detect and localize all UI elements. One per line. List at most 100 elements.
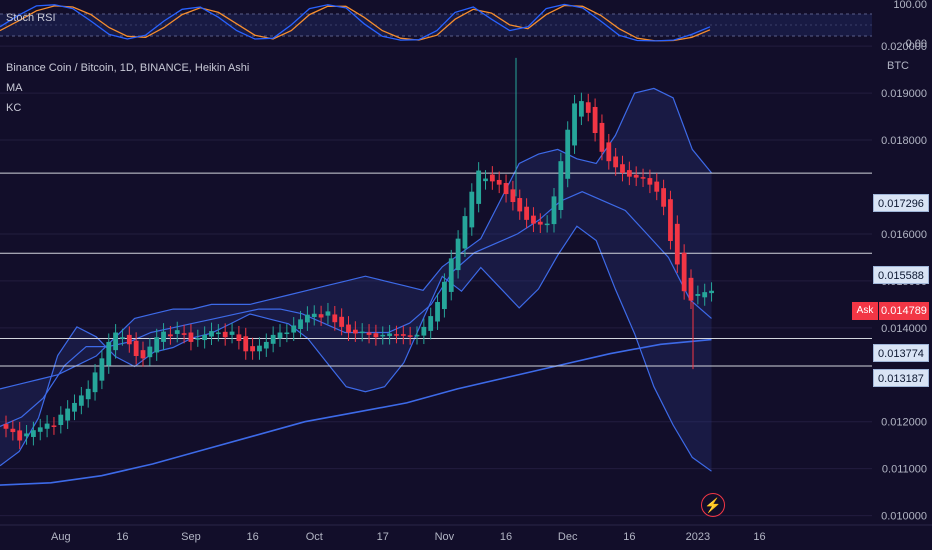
candle (709, 282, 714, 302)
candle (407, 326, 413, 345)
candle-body (585, 102, 591, 113)
candle-body (51, 425, 57, 427)
candle (674, 215, 680, 273)
level-tag-0013187[interactable]: 0.013187 (873, 369, 929, 387)
candle (503, 174, 509, 203)
candle (120, 328, 125, 346)
candle (113, 324, 118, 359)
candle-body (674, 223, 680, 265)
candle (311, 305, 317, 326)
candle (428, 307, 434, 340)
candle-body (647, 178, 653, 185)
candle (58, 406, 64, 434)
price-tick-label: 0.012000 (881, 417, 927, 429)
candle (305, 306, 310, 331)
candle-body (250, 346, 255, 352)
time-tick-label: 16 (753, 531, 765, 543)
candle-body (558, 161, 564, 211)
candle-body (222, 331, 228, 338)
candle-body (311, 313, 317, 318)
candle-body (565, 129, 571, 179)
candle (613, 148, 619, 176)
symbol-title[interactable]: Binance Coin / Bitcoin, 1D, BINANCE, Hei… (6, 62, 250, 74)
candle-body (421, 326, 427, 336)
candle-body (544, 223, 550, 226)
price-tick-label: 0.018000 (881, 135, 927, 147)
candle (188, 324, 194, 351)
candle (462, 207, 468, 257)
flash-logo-icon[interactable]: ⚡ (701, 493, 725, 517)
candle (202, 326, 208, 349)
candle-body (359, 331, 365, 334)
candle-body (147, 346, 153, 358)
candle (161, 323, 166, 351)
time-tick-label: 16 (500, 531, 512, 543)
level-tag-0017296[interactable]: 0.017296 (873, 194, 929, 212)
candle (3, 415, 9, 438)
candle (435, 293, 440, 330)
stoch-k-line (0, 3, 711, 42)
candle (510, 180, 516, 211)
candle (284, 324, 290, 343)
ma-indicator-label[interactable]: MA (6, 82, 23, 94)
stoch-tick-100: 100.00 (893, 0, 927, 11)
candle-body (688, 277, 694, 301)
candle (387, 325, 392, 345)
candle-body (113, 332, 118, 351)
price-tick-label: 0.016000 (881, 229, 927, 241)
candle (366, 324, 372, 344)
keltner-fill (0, 88, 712, 472)
candle (339, 308, 345, 336)
level-tag-0013774[interactable]: 0.013774 (873, 344, 929, 362)
candle-body (476, 170, 482, 204)
time-axis-bg (0, 525, 932, 550)
candle-body (599, 122, 605, 152)
candle (489, 166, 495, 190)
candle (31, 421, 36, 446)
level-tag-0015588[interactable]: 0.015588 (873, 266, 929, 284)
candle (72, 394, 77, 421)
candle (455, 230, 461, 279)
candle-body (469, 191, 475, 228)
candle (476, 162, 482, 213)
stoch-tick-0: 0.00 (906, 38, 927, 50)
price-tick-label: 0.014000 (881, 323, 927, 335)
candle (277, 324, 283, 347)
stoch-rsi-label[interactable]: Stoch RSI (6, 12, 56, 24)
candle-body (455, 238, 461, 271)
candle-body (3, 424, 9, 429)
candle-body (352, 329, 358, 334)
candle (531, 207, 536, 233)
candle (92, 363, 98, 401)
candle-body (592, 106, 598, 134)
candle-body (400, 334, 406, 336)
candle-body (174, 330, 180, 334)
candle-body (387, 333, 392, 337)
candle (99, 349, 105, 390)
candle-body (188, 332, 194, 342)
candle-body (154, 337, 160, 353)
candle (688, 269, 694, 310)
time-tick-label: 2023 (686, 531, 710, 543)
candle-body (579, 101, 584, 117)
time-tick-label: Aug (51, 531, 71, 543)
candle-body (503, 183, 509, 195)
candle-body (483, 178, 488, 182)
candle (668, 190, 673, 250)
candle (421, 318, 427, 345)
candle (51, 417, 57, 435)
candle (126, 326, 132, 353)
candle (215, 324, 221, 342)
candle (325, 302, 331, 325)
kc-indicator-label[interactable]: KC (6, 102, 22, 114)
candle-body (620, 164, 625, 173)
candle-body (133, 340, 139, 356)
candle (524, 198, 529, 229)
candle-body (263, 341, 269, 349)
candle (414, 326, 420, 345)
candle-body (168, 334, 173, 337)
candle (85, 380, 91, 408)
candle (537, 213, 543, 234)
candle (195, 329, 201, 347)
